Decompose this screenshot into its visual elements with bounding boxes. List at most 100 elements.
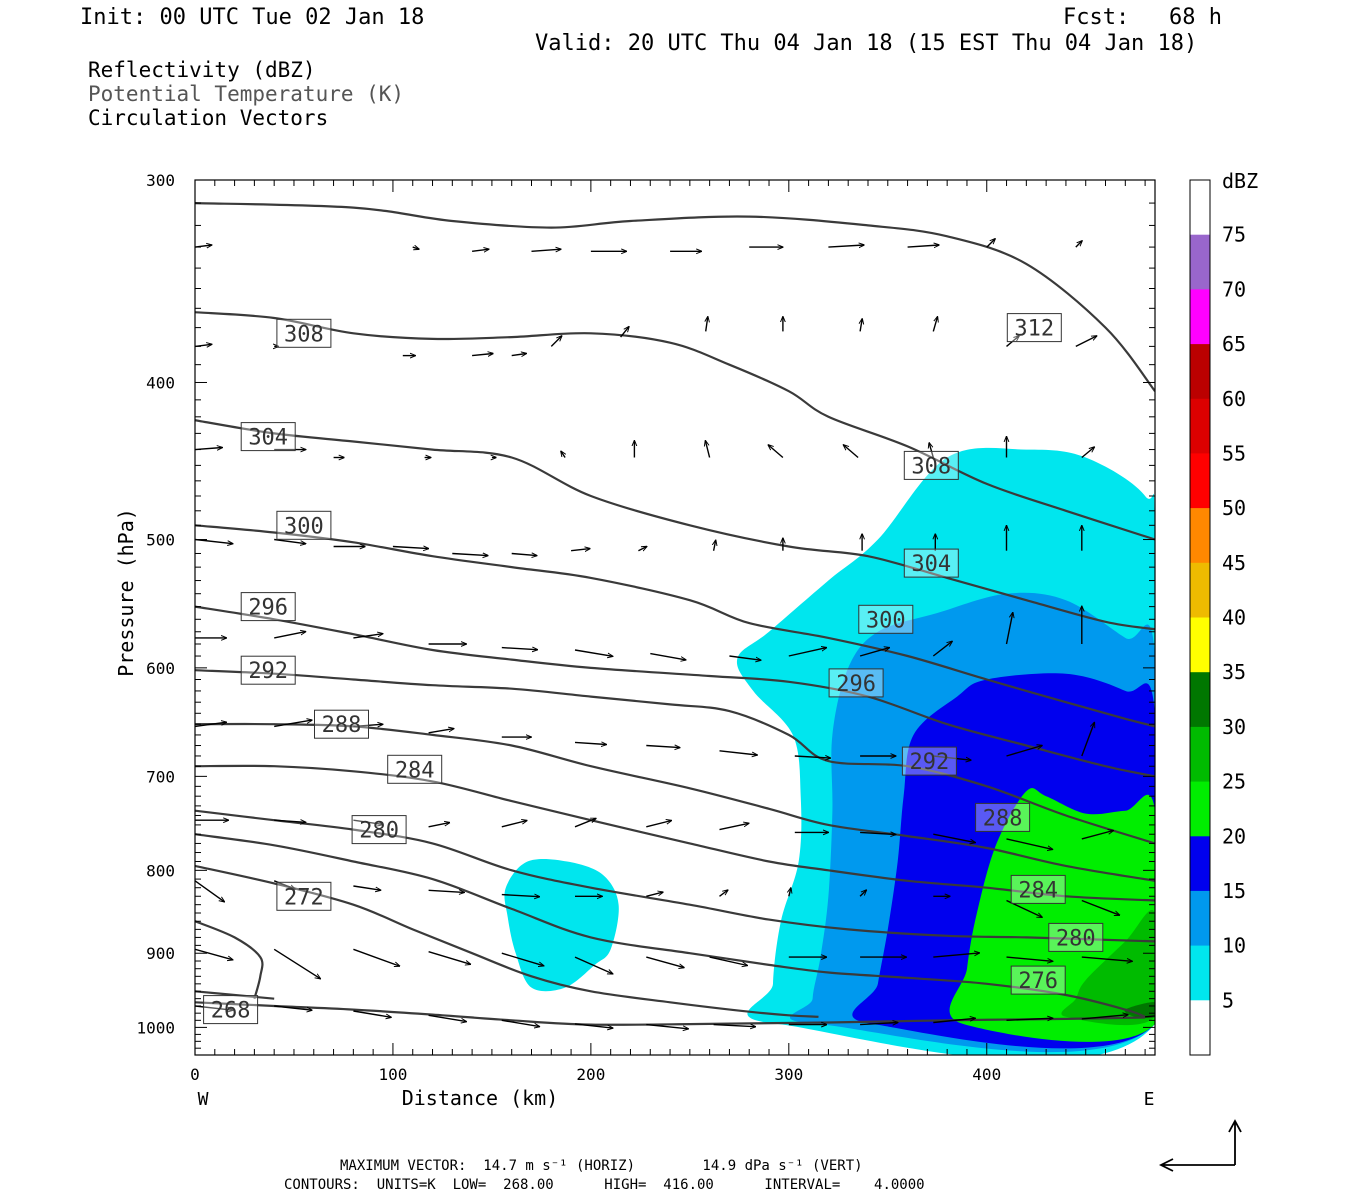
axes: 0 100 200 300 400 300 400 500 600 700 800 900 1000 Di… bbox=[114, 171, 1156, 1110]
circulation-vector bbox=[860, 1023, 898, 1025]
contour-label: 288 bbox=[983, 806, 1023, 831]
contour-label-box bbox=[387, 754, 443, 784]
colorbar-swatch bbox=[1190, 945, 1210, 1001]
circulation-vector bbox=[788, 648, 827, 657]
x-tick-label: 300 bbox=[774, 1065, 803, 1084]
colorbar-level-label: 70 bbox=[1222, 277, 1246, 301]
contour-label: 292 bbox=[910, 750, 950, 775]
y-tick-label: 400 bbox=[146, 373, 175, 392]
circulation-vector bbox=[646, 892, 663, 897]
theta-contour-276 bbox=[195, 833, 1146, 1018]
circulation-vector bbox=[273, 948, 320, 978]
circulation-vector bbox=[1145, 1015, 1155, 1018]
contour-info-line: CONTOURS: UNITS=K LOW= 268.00 HIGH= 416.… bbox=[284, 1177, 925, 1193]
colorbar-swatch bbox=[1190, 398, 1210, 454]
circulation-vector bbox=[574, 956, 613, 974]
colorbar-level-label: 45 bbox=[1222, 551, 1246, 575]
circulation-vector bbox=[428, 951, 471, 965]
reflectivity-30dbz-region bbox=[1124, 1002, 1155, 1019]
colorbar-title: dBZ bbox=[1222, 169, 1258, 193]
circulation-vector bbox=[274, 820, 306, 822]
contour-label-box bbox=[903, 450, 959, 480]
circulation-vector bbox=[933, 755, 971, 760]
circulation-vector bbox=[574, 742, 607, 744]
contour-label: 280 bbox=[1056, 926, 1096, 951]
colorbar-swatch bbox=[1190, 289, 1210, 345]
theta-contour-308 bbox=[195, 311, 1155, 541]
theta-contour-268 bbox=[195, 1001, 1146, 1026]
contour-label-box bbox=[314, 709, 369, 739]
circulation-vector bbox=[860, 832, 896, 834]
circulation-vector bbox=[195, 538, 233, 544]
reference-vector-arrow bbox=[1158, 1119, 1242, 1172]
y-tick-label: 300 bbox=[146, 171, 175, 190]
y-tick-label: 1000 bbox=[136, 1018, 175, 1037]
contour-label: 300 bbox=[866, 608, 906, 633]
theta-contour-280 bbox=[195, 809, 1155, 943]
contour-label: 304 bbox=[911, 552, 951, 577]
x-tick-label: 0 bbox=[190, 1065, 200, 1084]
y-tick-label: 600 bbox=[146, 659, 175, 678]
reflectivity-5dbz-region bbox=[504, 858, 619, 992]
circulation-vector bbox=[428, 823, 450, 828]
reflectivity-25dbz-region bbox=[1061, 910, 1155, 1026]
circulation-vector bbox=[501, 1019, 540, 1026]
colorbar-swatch bbox=[1190, 508, 1210, 564]
theta-contour-0 bbox=[195, 990, 275, 1000]
circulation-vector bbox=[574, 818, 596, 828]
reflectivity-fill bbox=[504, 447, 1155, 1055]
circulation-vector bbox=[1006, 1018, 1053, 1020]
circulation-vector bbox=[501, 952, 544, 966]
circulation-vector bbox=[452, 554, 488, 556]
contour-label: 308 bbox=[911, 454, 951, 479]
contour-label: 292 bbox=[248, 659, 288, 684]
circulation-vector bbox=[1006, 746, 1043, 757]
circulation-vector bbox=[859, 648, 889, 657]
legend-reflectivity: Reflectivity (dBZ) bbox=[88, 58, 316, 82]
contour-label-box bbox=[240, 655, 296, 685]
circulation-vector bbox=[353, 634, 382, 639]
circulation-vector bbox=[1075, 336, 1097, 348]
circulation-vector bbox=[550, 336, 562, 347]
circulation-vector bbox=[1081, 447, 1095, 459]
contour-label-box bbox=[351, 815, 407, 845]
contour-label: 304 bbox=[248, 426, 288, 451]
circulation-vector bbox=[353, 819, 382, 824]
colorbar-level-label: 55 bbox=[1222, 441, 1246, 465]
colorbar-level-label: 40 bbox=[1222, 606, 1246, 630]
circulation-vector bbox=[860, 319, 862, 332]
contour-label-box bbox=[858, 604, 914, 634]
contour-label: 308 bbox=[284, 322, 324, 347]
circulation-vector bbox=[714, 540, 716, 551]
circulation-vector bbox=[274, 632, 306, 639]
y-tick-label: 700 bbox=[146, 767, 175, 786]
circulation-vector bbox=[933, 953, 979, 958]
contour-labels: 312 308 308 304 304 300 300 296 296 292 292 288 288 2… bbox=[203, 313, 1104, 1025]
circulation-vector bbox=[511, 554, 537, 556]
theta-contour-292 bbox=[195, 669, 1155, 845]
circulation-vector bbox=[1081, 722, 1095, 757]
circulation-vector bbox=[705, 441, 711, 458]
colorbar-level-label: 10 bbox=[1222, 934, 1246, 958]
circulation-vector bbox=[561, 451, 565, 458]
contour-label-box bbox=[828, 668, 884, 698]
circulation-vector bbox=[501, 648, 538, 650]
circulation-vector bbox=[472, 249, 489, 251]
circulation-vector bbox=[501, 895, 540, 897]
circulation-vector bbox=[843, 445, 859, 459]
colorbar-swatch bbox=[1190, 781, 1210, 837]
circulation-vector bbox=[729, 655, 761, 660]
colorbar-level-label: 75 bbox=[1222, 223, 1246, 247]
circulation-vector bbox=[392, 547, 429, 549]
circulation-vector bbox=[650, 652, 686, 660]
contour-label: 284 bbox=[395, 758, 435, 783]
colorbar-swatch bbox=[1190, 234, 1210, 290]
forecast-hour: Fcst: 68 h bbox=[1063, 5, 1222, 30]
circulation-vector bbox=[646, 821, 671, 828]
colorbar-level-label: 25 bbox=[1222, 770, 1246, 794]
colorbar-level-label: 15 bbox=[1222, 879, 1246, 903]
circulation-vector bbox=[907, 245, 940, 247]
colorbar-level-label: 30 bbox=[1222, 715, 1246, 739]
circulation-vector bbox=[713, 1025, 756, 1027]
